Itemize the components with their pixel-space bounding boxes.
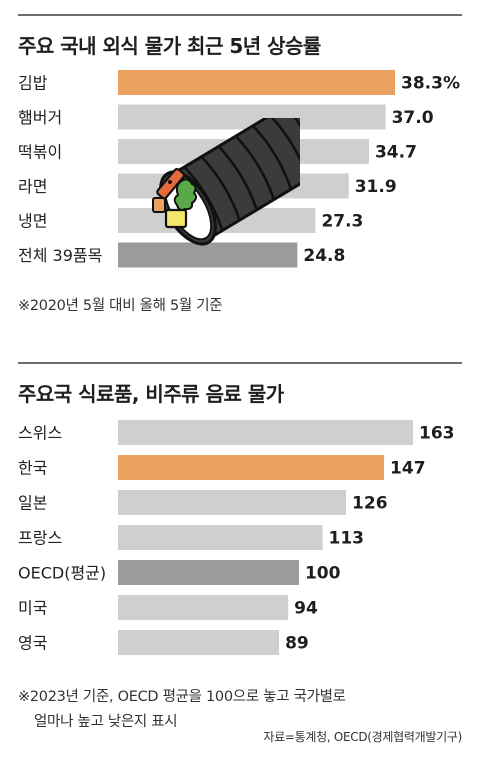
chart2-bar (118, 560, 299, 585)
chart1-category-label: 김밥 (18, 74, 48, 93)
chart1-title: 주요 국내 외식 물가 최근 5년 상승률 (18, 34, 321, 58)
chart2-value-label: 89 (285, 634, 309, 654)
chart1-category-label: 전체 39품목 (18, 246, 102, 265)
chart2-note-line2: 얼마나 높고 낮은지 표시 (34, 714, 178, 730)
chart1-value-label: 38.3% (401, 74, 460, 94)
chart1-value-label: 27.3 (321, 212, 363, 232)
chart1-bar (118, 242, 298, 268)
chart2-category-label: 일본 (18, 494, 47, 513)
gimbap-roll-icon (152, 118, 300, 246)
chart2-bar (118, 490, 347, 515)
chart1-note: ※2020년 5월 대비 올해 5월 기준 (18, 298, 223, 314)
chart2-bar (118, 455, 385, 480)
chart1-category-label: 냉면 (18, 212, 47, 231)
chart1-category-label: 라면 (18, 177, 47, 196)
chart1-value-label: 24.8 (303, 246, 345, 266)
chart2-category-label: 스위스 (18, 424, 62, 443)
chart2-value-label: 147 (390, 459, 426, 479)
chart2-value-label: 100 (305, 564, 341, 584)
chart2-note-line1: ※2023년 기준, OECD 평균을 100으로 놓고 국가별로 (18, 689, 346, 705)
chart1-value-label: 34.7 (375, 143, 417, 163)
chart2-bar (118, 630, 280, 655)
chart2-bar (118, 420, 413, 445)
chart2-value-label: 126 (352, 494, 388, 514)
chart2-value-label: 113 (329, 529, 365, 549)
chart2-value-label: 163 (419, 424, 455, 444)
source-credit: 자료=통계청, OECD(경제협력개발기구) (263, 730, 462, 744)
chart2-category-label: 미국 (18, 599, 47, 618)
chart2-value-label: 94 (294, 599, 318, 619)
top-rule-2 (18, 362, 462, 364)
chart2-category-label: 프랑스 (18, 529, 62, 548)
top-rule-1 (18, 14, 462, 16)
chart1-category-label: 떡볶이 (18, 143, 62, 162)
chart2-category-label: 한국 (18, 459, 47, 478)
chart2-category-label: OECD(평균) (18, 564, 106, 583)
chart2-category-label: 영국 (18, 634, 47, 653)
chart1-category-label: 햄버거 (18, 108, 62, 127)
chart1-value-label: 31.9 (355, 177, 397, 197)
chart2-title: 주요국 식료품, 비주류 음료 물가 (18, 382, 284, 406)
chart1-bar (118, 70, 395, 95)
chart2-plot: 스위스 163 한국 147 일본 126 프랑스 113 OECD(평균) 100 미국 94 영국 8… (18, 420, 455, 655)
chart2-bar (118, 595, 289, 620)
chart1-value-label: 37.0 (392, 108, 434, 128)
chart2-bar (118, 525, 323, 550)
